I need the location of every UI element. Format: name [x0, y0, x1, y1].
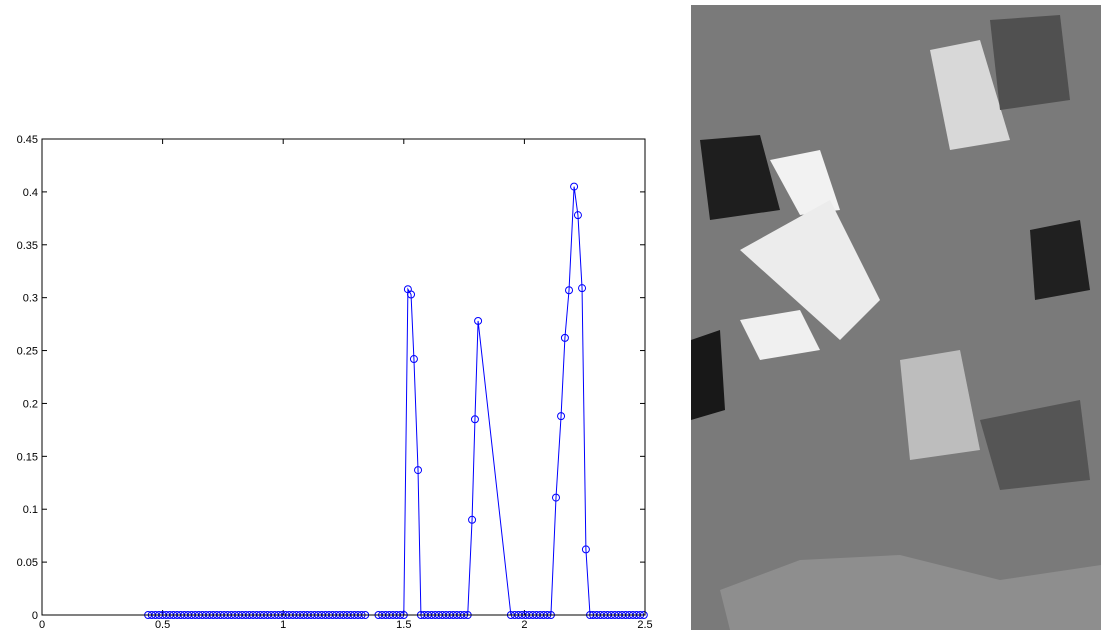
plot-area	[42, 139, 645, 615]
x-tick-label: 2	[521, 619, 527, 630]
field	[691, 330, 725, 420]
field	[1030, 220, 1090, 300]
y-tick-label: 0.15	[17, 451, 38, 463]
y-tick-label: 0.25	[17, 346, 38, 358]
x-tick-label: 1.5	[396, 619, 411, 630]
x-tick-label: 1	[280, 619, 286, 630]
y-tick-label: 0.3	[23, 293, 38, 305]
page: 0 0.05 0.1 0.15 0.2 0.25 0.3 0.35 0.4 0.45 0 0.5 1 1.…	[0, 0, 1101, 630]
x-tick-label: 0.5	[155, 619, 170, 630]
field	[990, 15, 1070, 110]
y-tick-label: 0.45	[17, 134, 38, 146]
x-tick-label: 2.5	[637, 619, 652, 630]
plot: 0 0.05 0.1 0.15 0.2 0.25 0.3 0.35 0.4 0.45 0 0.5 1 1.…	[17, 134, 653, 630]
y-tick-label: 0.4	[23, 187, 38, 199]
x-tick-label: 0	[39, 619, 45, 630]
y-tick-label: 0.2	[23, 398, 38, 410]
y-tick-label: 0.1	[23, 504, 38, 516]
y-tick-label: 0.05	[17, 557, 38, 569]
aerial-image	[691, 5, 1101, 630]
y-tick-label: 0.35	[17, 240, 38, 252]
y-tick-label: 0	[32, 610, 38, 622]
